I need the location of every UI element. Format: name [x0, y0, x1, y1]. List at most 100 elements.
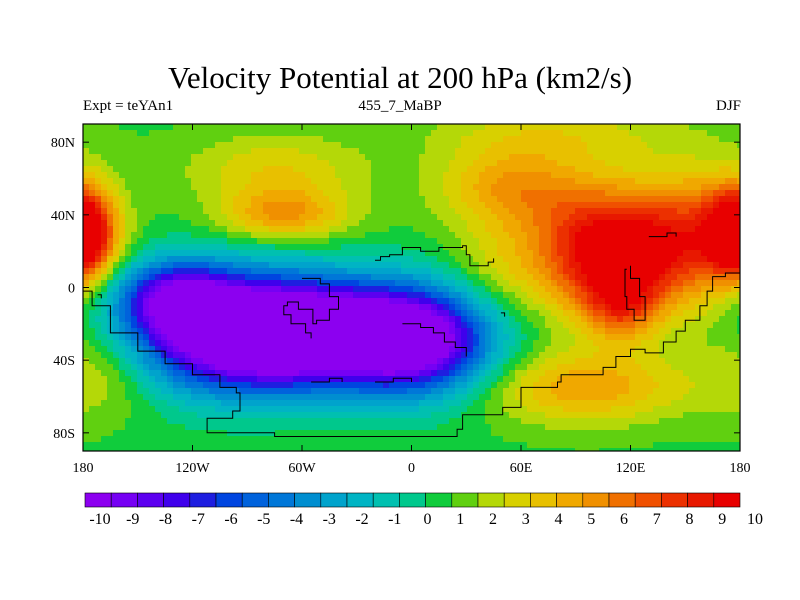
field-cell: [101, 370, 108, 377]
field-cell: [329, 232, 336, 239]
field-cell: [551, 178, 558, 185]
field-cell: [473, 124, 480, 131]
field-cell: [521, 322, 528, 329]
field-cell: [515, 328, 522, 335]
field-cell: [647, 148, 654, 155]
field-cell: [653, 280, 660, 287]
field-cell: [521, 238, 528, 245]
field-cell: [419, 274, 426, 281]
field-cell: [359, 244, 366, 251]
field-cell: [89, 136, 96, 143]
field-cell: [173, 250, 180, 257]
field-cell: [245, 166, 252, 173]
field-cell: [281, 166, 288, 173]
field-cell: [359, 352, 366, 359]
field-cell: [101, 154, 108, 161]
field-cell: [713, 262, 720, 269]
field-cell: [377, 358, 384, 365]
field-cell: [707, 196, 714, 203]
field-cell: [635, 370, 642, 377]
field-cell: [407, 376, 414, 383]
field-cell: [101, 238, 108, 245]
field-cell: [569, 256, 576, 263]
field-cell: [413, 262, 420, 269]
field-cell: [617, 382, 624, 389]
field-cell: [701, 214, 708, 221]
field-cell: [641, 250, 648, 257]
field-cell: [371, 322, 378, 329]
field-cell: [659, 376, 666, 383]
field-cell: [167, 334, 174, 341]
field-cell: [617, 250, 624, 257]
field-cell: [221, 232, 228, 239]
field-cell: [131, 298, 138, 305]
field-cell: [197, 328, 204, 335]
field-cell: [641, 124, 648, 131]
field-cell: [737, 190, 741, 197]
field-cell: [107, 334, 114, 341]
field-cell: [269, 298, 276, 305]
field-cell: [233, 250, 240, 257]
field-cell: [719, 220, 726, 227]
field-cell: [143, 232, 150, 239]
field-cell: [143, 322, 150, 329]
field-cell: [515, 220, 522, 227]
field-cell: [371, 316, 378, 323]
field-cell: [167, 340, 174, 347]
field-cell: [623, 154, 630, 161]
field-cell: [257, 202, 264, 209]
field-cell: [137, 322, 144, 329]
field-cell: [377, 232, 384, 239]
field-cell: [305, 334, 312, 341]
field-cell: [161, 358, 168, 365]
field-cell: [161, 334, 168, 341]
field-cell: [683, 142, 690, 149]
field-cell: [125, 154, 132, 161]
field-cell: [407, 226, 414, 233]
field-cell: [491, 328, 498, 335]
field-cell: [665, 226, 672, 233]
field-cell: [185, 310, 192, 317]
field-cell: [323, 334, 330, 341]
field-cell: [689, 208, 696, 215]
field-cell: [431, 232, 438, 239]
field-cell: [431, 346, 438, 353]
field-cell: [125, 232, 132, 239]
field-cell: [425, 124, 432, 131]
field-cell: [383, 358, 390, 365]
field-cell: [599, 136, 606, 143]
field-cell: [287, 142, 294, 149]
field-cell: [683, 358, 690, 365]
field-cell: [89, 130, 96, 137]
field-cell: [527, 154, 534, 161]
field-cell: [233, 328, 240, 335]
field-cell: [677, 190, 684, 197]
field-cell: [509, 148, 516, 155]
field-cell: [323, 364, 330, 371]
field-cell: [293, 286, 300, 293]
field-cell: [575, 196, 582, 203]
field-cell: [125, 250, 132, 257]
field-cell: [275, 262, 282, 269]
field-cell: [251, 256, 258, 263]
field-cell: [137, 172, 144, 179]
field-cell: [215, 322, 222, 329]
field-cell: [521, 142, 528, 149]
field-cell: [569, 226, 576, 233]
field-cell: [371, 208, 378, 215]
field-cell: [131, 358, 138, 365]
field-cell: [209, 136, 216, 143]
field-cell: [371, 298, 378, 305]
field-cell: [587, 280, 594, 287]
field-cell: [161, 160, 168, 167]
field-cell: [671, 196, 678, 203]
field-cell: [527, 238, 534, 245]
field-cell: [545, 232, 552, 239]
field-cell: [719, 214, 726, 221]
field-cell: [593, 232, 600, 239]
field-cell: [269, 334, 276, 341]
field-cell: [575, 304, 582, 311]
field-cell: [629, 250, 636, 257]
field-cell: [185, 142, 192, 149]
field-cell: [119, 208, 126, 215]
